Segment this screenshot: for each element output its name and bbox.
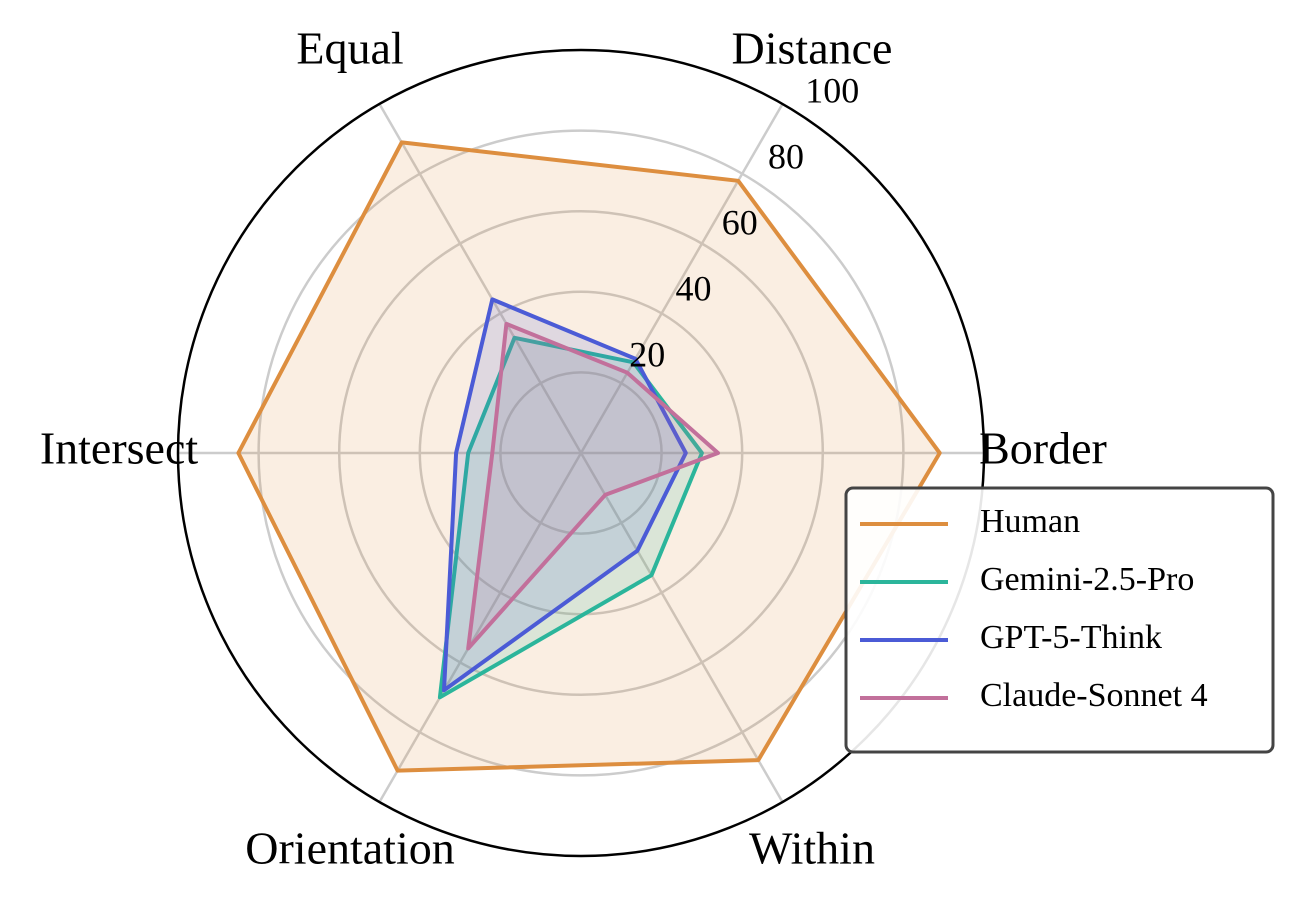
legend-frame xyxy=(844,486,1275,754)
legend-label: GPT-5-Think xyxy=(980,619,1162,656)
category-label: Equal xyxy=(296,22,403,73)
series-area xyxy=(468,323,718,649)
series-area xyxy=(444,299,686,691)
category-label: Intersect xyxy=(40,423,199,474)
legend-label: Claude-Sonnet 4 xyxy=(980,677,1208,714)
spoke xyxy=(378,103,583,454)
r-tick-label: 60 xyxy=(722,203,758,243)
outer-frame xyxy=(176,48,986,858)
legend-label: Gemini-2.5-Pro xyxy=(980,561,1194,598)
category-label: Orientation xyxy=(245,823,455,874)
spoke xyxy=(579,103,784,454)
r-tick-label: 20 xyxy=(629,335,665,375)
category-label: Distance xyxy=(732,22,893,73)
category-label: Within xyxy=(749,823,875,874)
series-line xyxy=(442,297,688,693)
series-line xyxy=(236,140,942,773)
series-line xyxy=(437,335,704,700)
r-tick-label: 100 xyxy=(805,70,859,110)
category-label: Border xyxy=(979,423,1107,474)
spoke xyxy=(378,452,583,803)
legend: Human Gemini-2.5-Pro GPT-5-Think Claude-Son… xyxy=(844,486,1275,754)
spoke xyxy=(579,452,784,803)
r-tick-label: 40 xyxy=(676,269,712,309)
series-line xyxy=(466,321,720,651)
series-area xyxy=(238,142,940,771)
r-tick-label: 80 xyxy=(768,137,804,177)
legend-label: Human xyxy=(980,503,1080,540)
